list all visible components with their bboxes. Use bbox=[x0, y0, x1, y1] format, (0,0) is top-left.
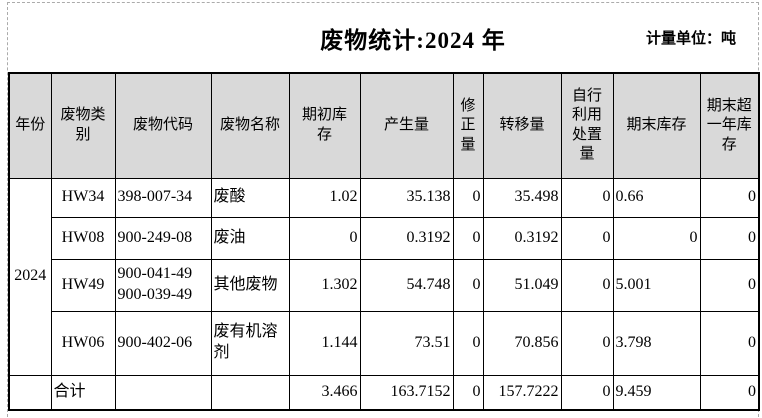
category-cell: HW06 bbox=[50, 310, 116, 376]
self-disposal-cell: 0 bbox=[560, 177, 614, 218]
table-row-hw06: HW06 900-402-06 废有机溶剂 1.144 73.51 0 70.8… bbox=[9, 310, 760, 376]
code-cell: 900-249-08 bbox=[114, 216, 212, 260]
page-title: 废物统计:2024 年 bbox=[320, 28, 506, 53]
transferred-cell: 0.3192 bbox=[482, 216, 562, 260]
transferred-cell: 35.498 bbox=[482, 177, 562, 218]
closing-cell: 5.001 bbox=[612, 258, 701, 312]
total-row: 合计 3.466 163.7152 0 157.7222 0 9.459 0 bbox=[8, 374, 760, 411]
transferred-cell: 51.049 bbox=[482, 258, 562, 312]
code-empty-cell bbox=[114, 374, 212, 411]
total-self-disposal-cell: 0 bbox=[560, 374, 614, 411]
header-name: 废物名称 bbox=[210, 72, 290, 179]
name-cell: 废有机溶剂 bbox=[210, 310, 290, 376]
total-correction-cell: 0 bbox=[452, 374, 484, 411]
year-cell: 2024 bbox=[8, 177, 52, 376]
header-self-disposal: 自行利用处置量 bbox=[560, 72, 614, 179]
total-transferred-cell: 157.7222 bbox=[482, 374, 562, 411]
total-over-one-year-cell: 0 bbox=[699, 374, 760, 411]
closing-cell: 3.798 bbox=[612, 310, 701, 376]
unit-label: 计量单位：吨 bbox=[645, 31, 736, 47]
correction-cell: 0 bbox=[452, 310, 484, 376]
generated-cell: 0.3192 bbox=[359, 216, 454, 260]
header-opening: 期初库存 bbox=[288, 72, 361, 179]
self-disposal-cell: 0 bbox=[560, 310, 614, 376]
transferred-cell: 70.856 bbox=[482, 310, 562, 376]
header-category: 废物类别 bbox=[50, 72, 116, 179]
correction-cell: 0 bbox=[452, 258, 484, 312]
over-one-year-cell: 0 bbox=[699, 177, 760, 218]
table-row-hw08: HW08 900-249-08 废油 0 0.3192 0 0.3192 0 0… bbox=[9, 216, 760, 260]
category-cell: HW34 bbox=[50, 177, 116, 218]
closing-cell: 0 bbox=[612, 216, 701, 260]
generated-cell: 73.51 bbox=[359, 310, 454, 376]
header-code: 废物代码 bbox=[114, 72, 212, 179]
header-over-one-year: 期末超一年库存 bbox=[699, 72, 760, 179]
name-cell: 废酸 bbox=[210, 177, 290, 218]
name-cell: 其他废物 bbox=[210, 258, 290, 312]
waste-stats-table: 年份 废物类别 废物代码 废物名称 期初库存 产生量 修正量 转移量 自行利用处… bbox=[8, 72, 760, 411]
over-one-year-cell: 0 bbox=[699, 216, 760, 260]
table-row-hw49: HW49 900-041-49 900-039-49 其他废物 1.302 54… bbox=[9, 258, 760, 312]
header-transferred: 转移量 bbox=[482, 72, 562, 179]
generated-cell: 35.138 bbox=[359, 177, 454, 218]
total-closing-cell: 9.459 bbox=[612, 374, 701, 411]
table-row-hw34: 2024 HW34 398-007-34 废酸 1.02 35.138 0 35… bbox=[8, 177, 760, 376]
name-cell: 废油 bbox=[210, 216, 290, 260]
header-row: 年份 废物类别 废物代码 废物名称 期初库存 产生量 修正量 转移量 自行利用处… bbox=[8, 72, 760, 179]
self-disposal-cell: 0 bbox=[560, 216, 614, 260]
total-opening-cell: 3.466 bbox=[288, 374, 361, 411]
self-disposal-cell: 0 bbox=[560, 258, 614, 312]
generated-cell: 54.748 bbox=[359, 258, 454, 312]
opening-cell: 1.02 bbox=[288, 177, 361, 218]
correction-cell: 0 bbox=[452, 177, 484, 218]
header-year: 年份 bbox=[8, 72, 52, 179]
category-cell: HW08 bbox=[50, 216, 116, 260]
year-empty-cell bbox=[8, 374, 52, 411]
opening-cell: 1.302 bbox=[288, 258, 361, 312]
code-cell: 900-402-06 bbox=[114, 310, 212, 376]
code-cell: 900-041-49 900-039-49 bbox=[114, 258, 212, 312]
closing-cell: 0.66 bbox=[612, 177, 701, 218]
header-correction: 修正量 bbox=[452, 72, 484, 179]
category-cell: HW49 bbox=[50, 258, 116, 312]
correction-cell: 0 bbox=[452, 216, 484, 260]
header-closing: 期末库存 bbox=[612, 72, 701, 179]
header-generated: 产生量 bbox=[359, 72, 454, 179]
total-label-cell: 合计 bbox=[50, 374, 116, 411]
over-one-year-cell: 0 bbox=[699, 258, 760, 312]
name-empty-cell bbox=[210, 374, 290, 411]
opening-cell: 1.144 bbox=[288, 310, 361, 376]
over-one-year-cell: 0 bbox=[699, 310, 760, 376]
code-cell: 398-007-34 bbox=[114, 177, 212, 218]
opening-cell: 0 bbox=[288, 216, 361, 260]
total-generated-cell: 163.7152 bbox=[359, 374, 454, 411]
